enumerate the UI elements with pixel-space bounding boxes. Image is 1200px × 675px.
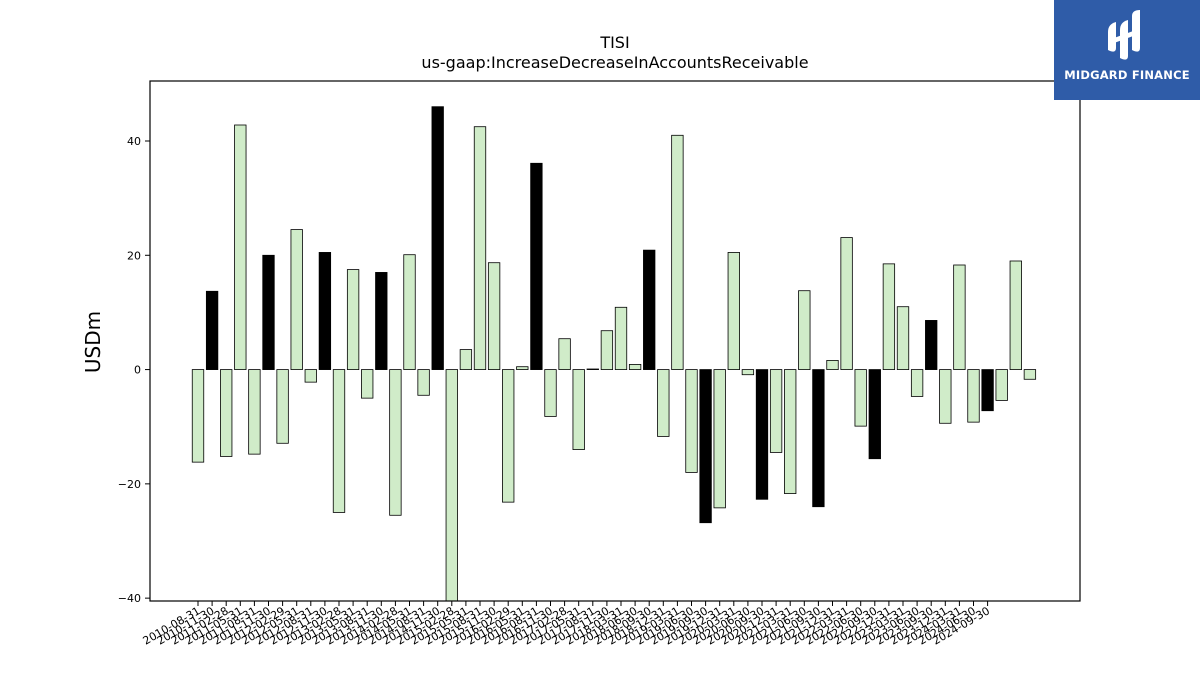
chart-title: TISI: [599, 33, 629, 52]
bar-7: [290, 229, 303, 370]
y-tick-label-1: 20: [127, 249, 141, 262]
bar-34: [671, 134, 684, 370]
midgard-logo-icon: [1108, 10, 1140, 60]
bar-50: [896, 306, 910, 370]
bar-27: [572, 369, 585, 450]
bar-57: [995, 369, 1008, 401]
bar-20: [473, 126, 487, 370]
bar-42: [784, 369, 797, 494]
bar-9: [318, 252, 332, 370]
bar-5: [262, 254, 275, 370]
chart-subtitle: us-gaap:IncreaseDecreaseInAccountsReceiv…: [421, 53, 808, 72]
bar-8: [304, 369, 317, 383]
bar-25: [544, 369, 557, 417]
x-axis: 2010-08-312010-11-302011-02-282011-05-31…: [141, 601, 992, 648]
bar-0: [191, 369, 205, 463]
bar-13: [375, 272, 388, 370]
bar-58: [1009, 260, 1022, 370]
bar-2: [220, 369, 233, 457]
bar-23: [516, 366, 529, 370]
bar-54: [953, 264, 966, 370]
bar-56: [981, 369, 994, 412]
bar-47: [854, 369, 867, 427]
bar-21: [487, 262, 501, 370]
bar-38: [727, 252, 740, 370]
bar-39: [741, 369, 755, 376]
bar-33: [657, 369, 670, 437]
bar-59: [1023, 369, 1037, 380]
bar-4: [248, 369, 261, 455]
bar-32: [643, 249, 656, 370]
bar-14: [389, 369, 402, 516]
bar-46: [840, 237, 853, 370]
bar-10: [332, 369, 346, 513]
brand-logo: MIDGARD FINANCE: [1054, 0, 1200, 100]
y-tick-label-0: 40: [127, 135, 141, 148]
bars-group: [191, 106, 1037, 602]
y-tick-label-3: −20: [118, 478, 141, 491]
bar-31: [628, 364, 642, 370]
bar-44: [812, 369, 825, 508]
bar-19: [459, 349, 473, 370]
bar-51: [910, 369, 924, 397]
bar-3: [234, 124, 247, 370]
bar-55: [967, 369, 980, 423]
bar-49: [882, 263, 896, 370]
bar-12: [361, 369, 374, 399]
bar-30: [614, 306, 628, 370]
bar-35: [685, 369, 698, 473]
bar-24: [530, 162, 543, 370]
bar-17: [431, 106, 444, 370]
bar-43: [798, 290, 811, 370]
logo-text: MIDGARD FINANCE: [1064, 68, 1190, 82]
y-tick-label-2: 0: [134, 364, 141, 377]
bar-18: [445, 369, 458, 602]
bar-37: [713, 369, 726, 509]
bar-40: [755, 369, 769, 500]
y-axis-label: USDm: [81, 311, 105, 373]
bar-52: [925, 320, 938, 370]
bar-45: [826, 360, 839, 370]
bar-36: [699, 369, 712, 524]
bar-48: [868, 369, 881, 460]
bar-53: [939, 369, 952, 424]
y-axis: 40 20 0 −20 −40: [118, 135, 150, 605]
bar-28: [586, 368, 599, 370]
y-tick-label-4: −40: [118, 592, 141, 605]
bar-26: [558, 338, 571, 370]
bar-22: [502, 369, 515, 503]
bar-16: [417, 369, 430, 396]
plot-frame: [149, 80, 1081, 602]
bar-29: [600, 330, 614, 370]
bar-15: [403, 254, 416, 370]
bar-41: [769, 369, 783, 453]
bar-1: [205, 290, 219, 370]
bar-6: [276, 369, 289, 444]
bar-11: [346, 269, 360, 370]
